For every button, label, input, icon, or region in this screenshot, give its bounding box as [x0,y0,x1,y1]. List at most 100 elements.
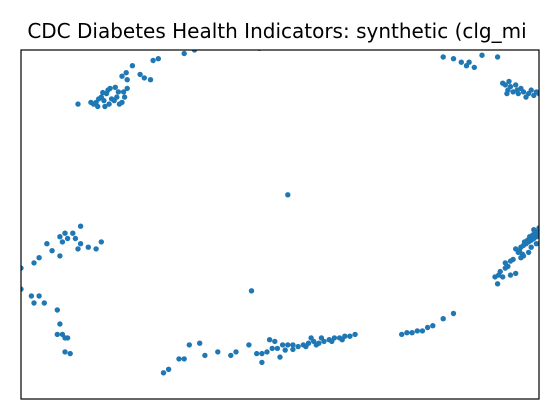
data-point [440,316,446,322]
data-point [64,235,71,242]
data-point [494,281,501,287]
data-point [458,59,464,65]
data-point [399,331,405,338]
data-point [290,346,296,353]
data-point [308,335,314,341]
data-point [112,84,119,91]
data-point [536,225,539,231]
data-point [494,54,501,60]
data-point [186,342,192,348]
data-point [264,349,270,355]
data-point [533,241,539,247]
data-point [502,82,508,88]
data-point [111,97,117,104]
data-point [181,50,187,57]
data-point [316,44,321,49]
data-point [72,235,79,242]
data-point [513,270,519,277]
data-point [181,356,187,362]
data-point [495,272,502,278]
data-point [105,87,111,93]
data-point [318,335,325,341]
data-point [500,274,506,280]
data-point [197,340,203,346]
data-point [538,232,539,234]
data-point [531,92,537,99]
data-point [450,310,457,317]
data-point [119,73,125,79]
data-point [277,354,283,360]
data-point [536,90,539,97]
data-point [57,234,63,240]
data-point [352,331,358,338]
data-point [528,244,534,250]
data-point [285,342,291,348]
data-point [121,94,128,100]
data-point [409,330,415,336]
data-point [274,345,281,352]
data-point [430,323,436,329]
data-point [215,349,221,355]
data-point [115,89,122,95]
data-point [424,324,431,331]
data-point [123,70,129,76]
data-point [85,244,92,250]
data-point [513,82,519,88]
data-point [36,255,42,261]
data-point [120,89,127,95]
data-point [510,89,516,95]
data-point [246,342,252,348]
data-point [77,241,84,247]
data-point [538,235,539,238]
data-point [67,350,73,357]
data-point [404,330,410,336]
data-point [463,62,470,69]
data-point [272,338,278,345]
data-point [57,253,63,259]
data-point [295,343,301,350]
data-point [269,345,275,352]
data-point [285,44,290,49]
data-point [129,62,136,69]
data-point [165,366,172,372]
data-point [21,265,24,271]
data-point [77,223,84,229]
data-point [75,246,81,252]
data-point [98,239,105,245]
data-point [502,265,508,271]
data-point [303,343,309,350]
data-point [339,337,345,343]
data-point [70,230,76,236]
data-point [31,260,37,266]
data-point [440,54,446,60]
data-point [88,99,94,106]
data-point [44,241,50,247]
data-point [28,293,35,299]
data-point [514,87,520,93]
data-point [347,333,353,339]
data-point [95,103,101,110]
data-point [233,349,239,355]
data-point [279,342,286,348]
points-layer [21,43,539,376]
data-point [155,56,161,62]
data-point [507,272,514,278]
data-point [102,103,108,110]
data-point [266,337,273,343]
data-point [202,352,208,359]
data-point [75,101,81,107]
data-point [450,56,457,62]
data-point [54,331,60,338]
data-point [96,96,102,102]
data-point [516,248,522,254]
data-point [124,85,130,92]
data-point [531,227,537,233]
data-point [471,64,477,71]
data-point [506,78,512,85]
data-point [313,342,319,348]
data-point [191,50,198,53]
data-point [303,43,308,48]
data-point [259,350,265,357]
data-point [160,370,167,376]
